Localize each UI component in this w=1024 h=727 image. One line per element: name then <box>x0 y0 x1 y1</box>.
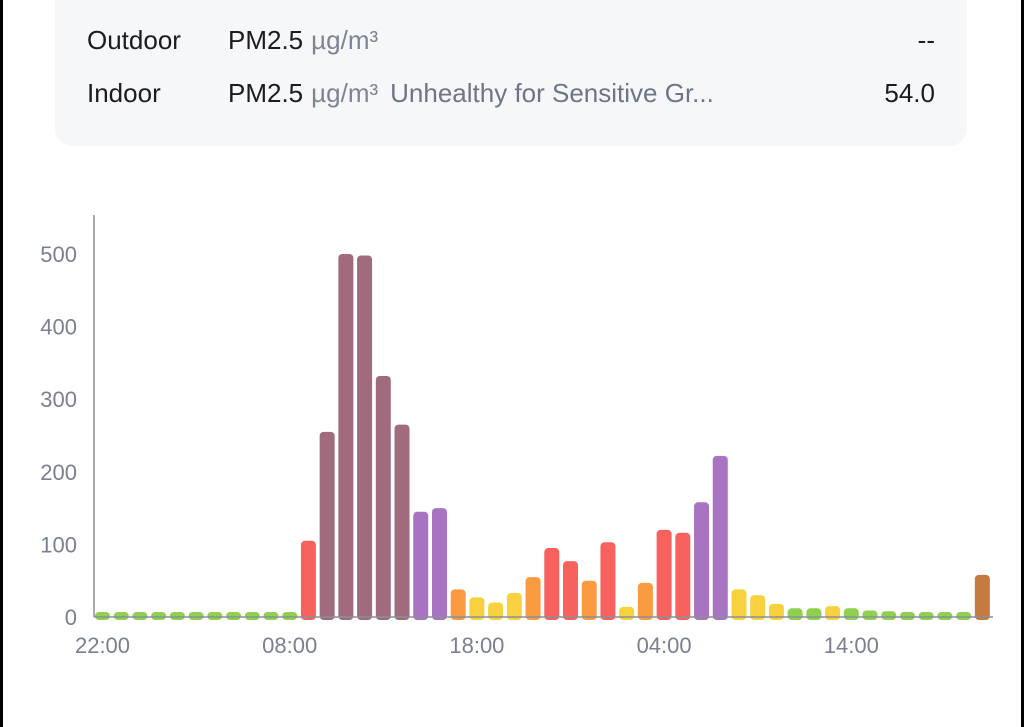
bar <box>862 610 878 620</box>
bar <box>825 606 841 620</box>
bar <box>619 606 635 620</box>
bar <box>394 424 410 620</box>
bar <box>375 375 391 620</box>
x-tick-label: 18:00 <box>449 633 504 658</box>
bar <box>207 612 223 620</box>
bar <box>413 511 429 620</box>
y-tick-label: 400 <box>40 315 77 340</box>
bar <box>319 431 335 620</box>
bar <box>694 502 710 620</box>
metric-label: PM2.5 <box>228 78 304 108</box>
bar <box>768 603 784 620</box>
bar <box>731 589 747 620</box>
bar <box>169 612 185 620</box>
bar <box>506 593 522 620</box>
bar <box>675 532 691 620</box>
bar <box>974 574 990 620</box>
bar <box>563 561 578 620</box>
x-tick-label: 04:00 <box>637 633 692 658</box>
bar <box>488 602 504 620</box>
metric-label: PM2.5 <box>228 25 304 55</box>
reading-row-outdoor[interactable]: Outdoor PM2.5 µg/m³ -- <box>87 25 935 61</box>
bar <box>937 612 953 620</box>
bar <box>338 254 354 620</box>
bar <box>226 612 242 620</box>
bar <box>132 612 148 620</box>
location-label: Outdoor <box>87 25 181 55</box>
bar <box>712 455 728 620</box>
reading-value: 54.0 <box>884 78 935 108</box>
x-tick-label: 14:00 <box>824 633 879 658</box>
bar <box>918 612 934 620</box>
bar <box>244 612 260 620</box>
bar <box>600 542 616 620</box>
left-edge <box>0 0 3 727</box>
bar <box>525 577 541 620</box>
bar <box>95 612 110 620</box>
bar <box>656 529 672 620</box>
unit-label: µg/m³ <box>311 78 379 108</box>
x-tick-label: 08:00 <box>262 633 317 658</box>
bar <box>357 255 373 620</box>
bar <box>151 612 167 620</box>
bar <box>881 611 897 620</box>
bar <box>750 595 766 620</box>
y-tick-label: 500 <box>40 242 77 267</box>
y-tick-label: 0 <box>65 605 77 630</box>
bar <box>787 608 803 620</box>
bar <box>899 611 915 620</box>
bar <box>188 612 204 620</box>
unit-label: µg/m³ <box>311 25 379 55</box>
reading-value: -- <box>917 25 935 55</box>
bar <box>469 597 485 620</box>
bar <box>450 589 466 620</box>
bar <box>282 612 298 620</box>
y-tick-label: 300 <box>40 387 77 412</box>
bar <box>843 608 859 620</box>
location-label: Indoor <box>87 78 161 108</box>
bar <box>581 580 597 620</box>
x-tick-label: 22:00 <box>75 633 130 658</box>
bar <box>806 608 822 620</box>
y-tick-label: 100 <box>40 532 77 557</box>
reading-row-indoor[interactable]: Indoor PM2.5 µg/m³ Unhealthy for Sensitive… <box>87 78 935 114</box>
bar <box>956 612 972 620</box>
bar <box>637 582 653 620</box>
y-tick-label: 200 <box>40 460 77 485</box>
bar <box>113 612 129 620</box>
right-edge <box>1021 0 1024 727</box>
readings-card: Outdoor PM2.5 µg/m³ -- Indoor PM2.5 µg/m³ U… <box>55 0 967 146</box>
bar <box>544 548 560 620</box>
bar <box>431 508 447 620</box>
bar <box>263 612 279 620</box>
bar <box>300 540 316 620</box>
status-label: Unhealthy for Sensitive Gr... <box>390 78 714 108</box>
